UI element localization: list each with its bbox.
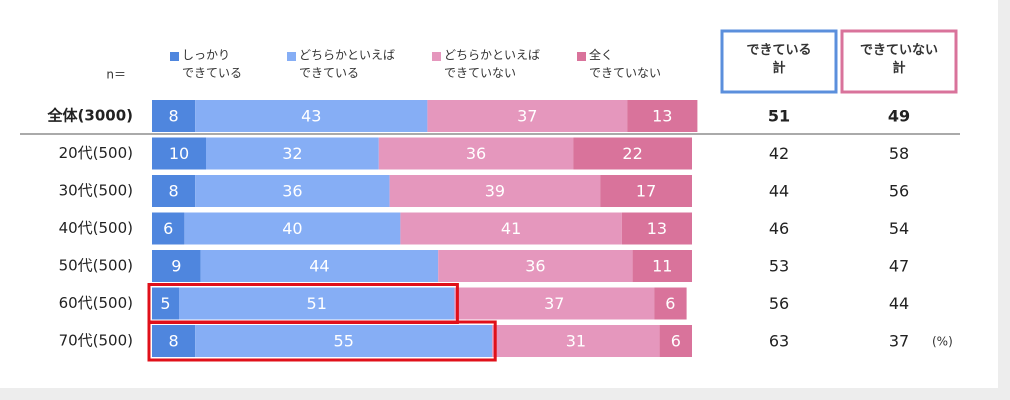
total-value: 47 (889, 257, 909, 276)
bar-segment (427, 100, 628, 132)
legend-swatch (287, 52, 296, 61)
category-label: 60代(500) (59, 294, 133, 312)
value-label: 6 (665, 294, 675, 313)
bar-segment (195, 325, 493, 357)
legend-swatch (170, 52, 179, 61)
bar-segment (627, 100, 698, 132)
category-label: 70代(500) (59, 332, 133, 350)
bar-segment (195, 100, 428, 132)
total-value: 63 (769, 332, 789, 351)
total-value: 53 (769, 257, 789, 276)
value-label: 51 (307, 294, 327, 313)
legend-label: どちらかといえば できていない (444, 48, 541, 80)
value-label: 5 (160, 294, 170, 313)
bar-segment (152, 100, 196, 132)
value-label: 8 (169, 107, 179, 126)
total-header: できている 計 (746, 43, 812, 76)
bar-segment (152, 325, 196, 357)
total-value: 42 (769, 144, 789, 163)
value-label: 36 (282, 182, 302, 201)
bar-segment (200, 250, 439, 282)
value-label: 17 (636, 182, 656, 201)
legend-label: 全く できていない (589, 48, 662, 80)
total-value: 58 (889, 144, 909, 163)
value-label: 11 (652, 257, 672, 276)
total-value: 51 (768, 107, 790, 126)
highlight-box (147, 320, 497, 362)
unit-label: (%) (932, 335, 953, 349)
bar-segment (152, 137, 206, 170)
bar-segment (438, 250, 633, 282)
legend-swatch (577, 52, 586, 61)
bar-segment (454, 287, 655, 320)
bar-segment (600, 175, 692, 207)
value-label: 36 (466, 144, 486, 163)
total-value: 46 (769, 219, 789, 238)
n-label: n＝ (106, 68, 126, 82)
value-label: 55 (334, 332, 354, 351)
value-label: 44 (309, 257, 329, 276)
value-label: 13 (647, 219, 667, 238)
category-label: 30代(500) (59, 182, 133, 200)
value-label: 6 (163, 219, 173, 238)
legend-label: どちらかといえば できている (299, 48, 396, 80)
value-label: 22 (622, 144, 642, 163)
value-label: 8 (169, 332, 179, 351)
bar-segment (195, 175, 390, 207)
bar-segment (378, 137, 574, 170)
bar-segment (659, 325, 692, 357)
bar-segment (152, 212, 185, 245)
value-label: 43 (301, 107, 321, 126)
category-label: 20代(500) (59, 144, 133, 162)
value-label: 37 (517, 107, 537, 126)
total-header: できていない 計 (859, 43, 938, 76)
total-header-box (720, 29, 838, 94)
value-label: 10 (169, 144, 189, 163)
value-label: 40 (282, 219, 302, 238)
bar-segment (206, 137, 379, 170)
bar-segment (152, 287, 179, 320)
bar-segment (389, 175, 601, 207)
legend-swatch (432, 52, 441, 61)
value-label: 36 (525, 257, 545, 276)
value-label: 31 (566, 332, 586, 351)
total-value: 37 (889, 332, 909, 351)
bar-segment (179, 287, 455, 320)
bar-segment (492, 325, 660, 357)
bottom-strip (0, 388, 1010, 400)
total-value: 44 (889, 294, 909, 313)
value-label: 41 (501, 219, 521, 238)
total-value: 54 (889, 219, 909, 238)
category-label: 50代(500) (59, 257, 133, 275)
legend-label: しっかり できている (182, 48, 243, 80)
value-label: 9 (171, 257, 181, 276)
right-strip (998, 0, 1010, 400)
bar-segment (573, 137, 692, 170)
total-value: 56 (889, 182, 909, 201)
value-label: 13 (652, 107, 672, 126)
bar-segment (184, 212, 401, 245)
total-value: 56 (769, 294, 789, 313)
bar-segment (152, 175, 196, 207)
value-label: 8 (169, 182, 179, 201)
value-label: 32 (282, 144, 302, 163)
total-value: 49 (888, 107, 910, 126)
bar-segment (152, 250, 201, 282)
bar-segment (400, 212, 622, 245)
total-header-box (840, 29, 958, 94)
bar-segment (654, 287, 687, 320)
category-label: 40代(500) (59, 219, 133, 237)
value-label: 37 (544, 294, 564, 313)
bar-segment (621, 212, 692, 245)
category-label: 全体(3000) (47, 107, 133, 125)
bar-segment (632, 250, 692, 282)
total-value: 44 (769, 182, 789, 201)
value-label: 6 (671, 332, 681, 351)
value-label: 39 (485, 182, 505, 201)
